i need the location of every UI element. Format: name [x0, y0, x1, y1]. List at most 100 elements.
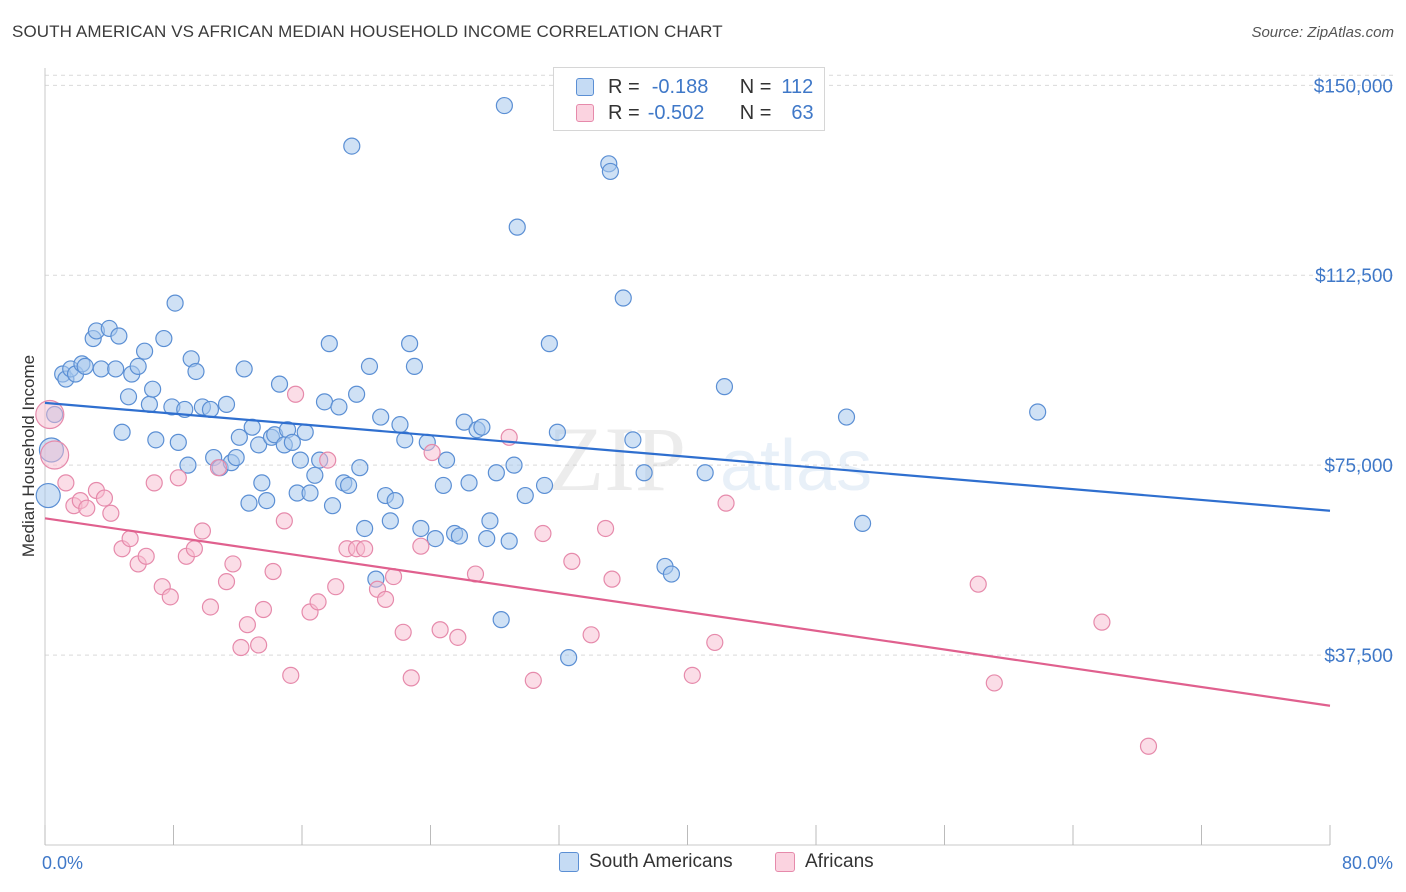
point-african [224, 555, 242, 573]
point-south-american [227, 448, 245, 467]
point-south-american [110, 327, 128, 345]
point-african [40, 440, 70, 470]
legend-item-africans[interactable]: Africans [775, 851, 874, 873]
point-south-american [396, 431, 414, 449]
point-south-american [283, 433, 301, 451]
point-african [1139, 737, 1158, 755]
point-south-american [343, 137, 361, 155]
point-south-american [500, 532, 518, 550]
point-african [121, 529, 139, 548]
point-african [319, 451, 337, 469]
point-african [193, 522, 212, 540]
point-south-american [412, 519, 430, 538]
point-south-american [487, 464, 505, 482]
y-tick-label: $37,500 [1324, 646, 1393, 667]
point-south-american [473, 418, 491, 436]
point-south-american [129, 357, 147, 376]
point-south-american [250, 436, 268, 454]
point-south-american [662, 565, 681, 583]
point-south-american [166, 294, 184, 312]
swatch-pink [775, 852, 795, 872]
x-tick-label: 0.0% [42, 853, 83, 873]
point-south-american [107, 360, 125, 378]
watermark: ZIP atlas [548, 408, 872, 510]
point-south-american [230, 428, 248, 446]
point-african [145, 474, 163, 492]
point-south-american [434, 476, 452, 495]
point-south-american [495, 96, 513, 115]
point-south-american [315, 393, 334, 411]
south-americans-points [35, 96, 1047, 667]
trend-line-south-americans [44, 401, 1331, 512]
point-african [706, 633, 724, 652]
point-african [217, 573, 236, 591]
point-african [683, 666, 701, 684]
point-south-american [339, 476, 358, 495]
point-south-american [147, 431, 165, 449]
trend-lines [44, 401, 1331, 707]
point-south-american [853, 514, 872, 533]
point-african [102, 504, 120, 522]
point-south-american [401, 335, 419, 353]
point-south-american [508, 218, 526, 236]
chart-title: SOUTH AMERICAN VS AFRICAN MEDIAN HOUSEHO… [12, 22, 723, 41]
point-south-american [169, 433, 187, 451]
point-south-american [516, 486, 534, 505]
y-tick-label: $75,000 [1324, 456, 1393, 477]
y-tick-label: $112,500 [1315, 266, 1393, 287]
series-legend: South Americans Africans [0, 851, 1406, 877]
point-south-american [455, 413, 473, 431]
point-south-american [76, 357, 94, 376]
africans-points [35, 385, 1158, 755]
x-tick-label: 80.0% [1342, 853, 1393, 873]
point-south-american [535, 476, 554, 495]
point-south-american [505, 456, 523, 474]
point-african [232, 638, 250, 657]
point-south-american [460, 474, 478, 492]
correlation-legend: R = -0.188 N = 112 R = -0.502 N = 63 [553, 67, 825, 131]
point-african [412, 537, 430, 555]
point-african [209, 459, 228, 477]
point-south-american [35, 482, 61, 509]
point-african [282, 666, 300, 684]
point-african [376, 590, 395, 608]
point-south-american [837, 408, 856, 426]
legend-n-label: N = [739, 101, 772, 124]
point-south-american [179, 456, 197, 474]
legend-r-value: -0.188 [651, 75, 709, 98]
point-african [137, 547, 155, 565]
point-south-american [360, 357, 379, 376]
point-african [327, 578, 345, 596]
point-african [275, 512, 293, 530]
legend-item-south-americans[interactable]: South Americans [559, 851, 733, 873]
point-south-american [426, 529, 444, 548]
point-african [1093, 613, 1111, 631]
legend-label-africans: Africans [805, 851, 874, 872]
tick-labels: $37,500 $75,000 $112,500 $150,000 0.0% 80.0% [42, 76, 1393, 873]
point-african [534, 524, 552, 543]
point-african [250, 636, 268, 654]
point-south-american [253, 474, 271, 492]
point-south-american [715, 378, 734, 396]
legend-n-value: 112 [781, 75, 814, 98]
point-african [309, 593, 327, 611]
point-african [449, 628, 467, 646]
point-african [524, 671, 542, 690]
point-south-american [351, 459, 369, 477]
point-south-american [348, 385, 366, 403]
point-south-american [450, 527, 469, 545]
point-south-american [372, 408, 390, 426]
point-african [201, 598, 220, 616]
legend-row-south: R = -0.188 N = 112 [576, 75, 813, 99]
point-south-american [492, 611, 510, 629]
point-african [185, 540, 203, 558]
point-african [95, 489, 114, 507]
point-african [254, 600, 273, 619]
point-south-american [296, 423, 314, 441]
chart-source: Source: ZipAtlas.com [1251, 24, 1394, 41]
y-axis-title: Median Household Income [19, 355, 38, 557]
point-south-american [270, 375, 289, 393]
point-south-american [201, 400, 220, 419]
point-african [423, 443, 441, 462]
